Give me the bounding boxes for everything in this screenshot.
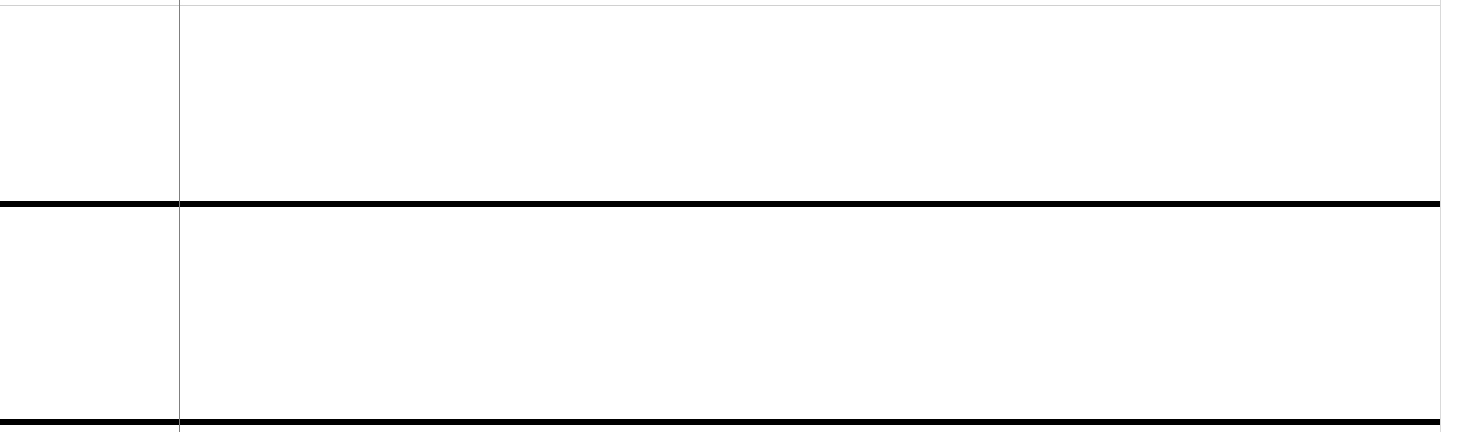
sheet-right-margin <box>1440 0 1459 432</box>
section-divider <box>0 201 1440 207</box>
column-header-strip <box>0 0 1459 6</box>
frozen-pane-line <box>179 0 180 432</box>
section-divider-bottom <box>0 419 1440 425</box>
